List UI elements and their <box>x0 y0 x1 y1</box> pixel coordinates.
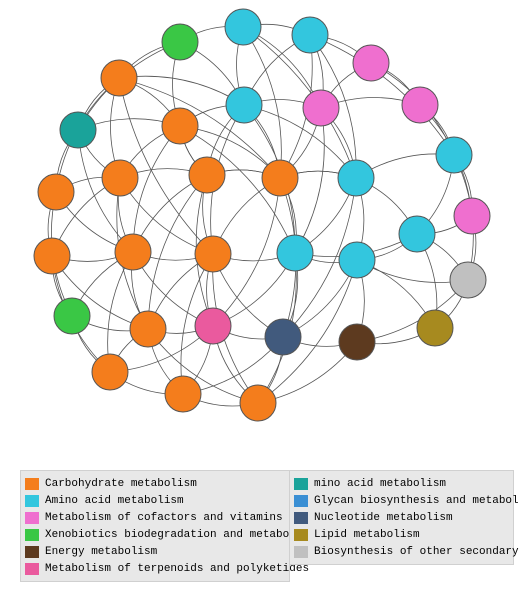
legend-label: Amino acid metabolism <box>45 495 184 507</box>
network-node <box>339 242 375 278</box>
legend-label: Biosynthesis of other secondary metaboli… <box>314 546 519 558</box>
legend-label: Nucleotide metabolism <box>314 512 453 524</box>
network-node <box>60 112 96 148</box>
network-node <box>353 45 389 81</box>
legend-right: mino acid metabolism Glycan biosynthesis … <box>289 470 514 565</box>
network-edge <box>244 105 356 178</box>
network-node <box>225 9 261 45</box>
legend-swatch <box>294 529 308 541</box>
legend-row: Energy metabolism <box>25 543 285 560</box>
legend-swatch <box>25 495 39 507</box>
legend-row: Metabolism of cofactors and vitamins <box>25 509 285 526</box>
network-node <box>101 60 137 96</box>
network-node <box>339 324 375 360</box>
legend-row: Glycan biosynthesis and metabolism <box>294 492 509 509</box>
network-node <box>417 310 453 346</box>
legend-swatch <box>294 546 308 558</box>
network-node <box>262 160 298 196</box>
network-node <box>102 160 138 196</box>
network-node <box>399 216 435 252</box>
network-node <box>34 238 70 274</box>
legend-swatch <box>294 495 308 507</box>
network-node <box>130 311 166 347</box>
legend-label: Glycan biosynthesis and metabolism <box>314 495 519 507</box>
legend-swatch <box>25 529 39 541</box>
legend-label: Metabolism of terpenoids and polyketides <box>45 563 309 575</box>
legend-row: Carbohydrate metabolism <box>25 475 285 492</box>
legend-label: Metabolism of cofactors and vitamins <box>45 512 283 524</box>
network-edge <box>295 108 324 253</box>
legend-row: mino acid metabolism <box>294 475 509 492</box>
network-node <box>436 137 472 173</box>
legend-row: Amino acid metabolism <box>25 492 285 509</box>
network-node <box>292 17 328 53</box>
legend-swatch <box>25 478 39 490</box>
network-node <box>54 298 90 334</box>
network-node <box>240 385 276 421</box>
legend-left: Carbohydrate metabolism Amino acid metabo… <box>20 470 290 582</box>
network-node <box>303 90 339 126</box>
network-node <box>162 24 198 60</box>
network-node <box>454 198 490 234</box>
network-node <box>195 236 231 272</box>
network-node <box>338 160 374 196</box>
network-node <box>189 157 225 193</box>
legend-label: Energy metabolism <box>45 546 157 558</box>
network-node <box>92 354 128 390</box>
network-node <box>115 234 151 270</box>
legend-label: mino acid metabolism <box>314 478 446 490</box>
network-node <box>38 174 74 210</box>
legend-row: Metabolism of terpenoids and polyketides <box>25 560 285 577</box>
network-node <box>165 376 201 412</box>
legend-row: Biosynthesis of other secondary metaboli… <box>294 543 509 560</box>
legend-swatch <box>294 512 308 524</box>
network-node <box>265 319 301 355</box>
legend-row: Nucleotide metabolism <box>294 509 509 526</box>
legend-row: Lipid metabolism <box>294 526 509 543</box>
legend-swatch <box>25 512 39 524</box>
legend-row: Xenobiotics biodegradation and metabolis… <box>25 526 285 543</box>
network-node <box>450 262 486 298</box>
network-edge <box>133 126 180 252</box>
network-node <box>277 235 313 271</box>
legend-label: Xenobiotics biodegradation and metabolis… <box>45 529 316 541</box>
legend-label: Carbohydrate metabolism <box>45 478 197 490</box>
network-node <box>195 308 231 344</box>
network-node <box>226 87 262 123</box>
network-node <box>162 108 198 144</box>
network-node <box>402 87 438 123</box>
figure-canvas: Carbohydrate metabolism Amino acid metabo… <box>0 0 519 600</box>
legend-swatch <box>25 563 39 575</box>
legend-swatch <box>25 546 39 558</box>
legend-label: Lipid metabolism <box>314 529 420 541</box>
legend-swatch <box>294 478 308 490</box>
